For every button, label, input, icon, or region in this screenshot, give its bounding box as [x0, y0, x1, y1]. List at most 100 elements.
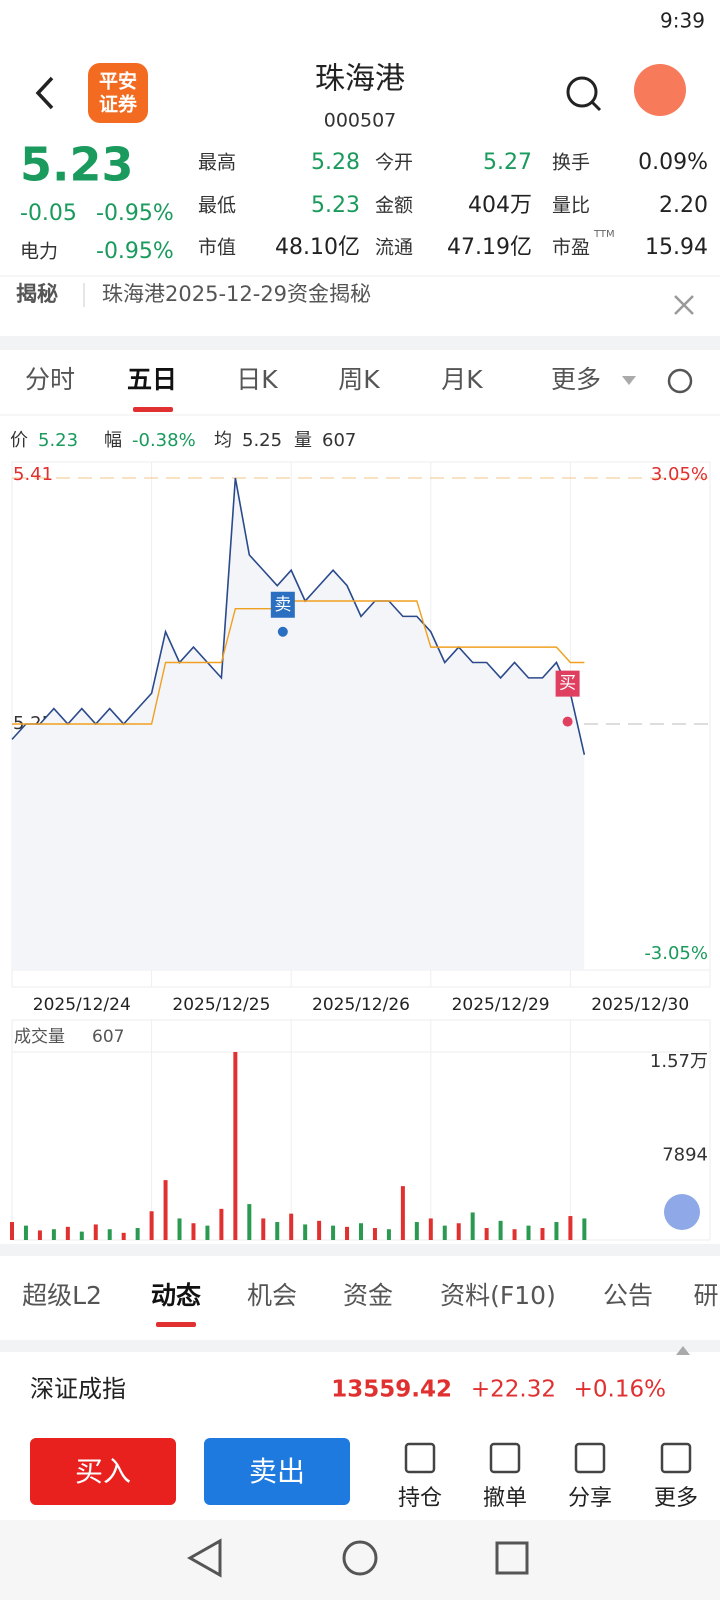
section-tab[interactable]: 研 — [693, 1281, 718, 1310]
volume-bar — [512, 1229, 517, 1240]
buy-label: 买入 — [75, 1455, 131, 1488]
tool-label[interactable]: 更多 — [654, 1486, 698, 1511]
volume-bar — [79, 1231, 84, 1240]
settings-button[interactable] — [667, 368, 693, 394]
section-tab[interactable]: 机会 — [247, 1281, 297, 1310]
chart-tab[interactable]: 更多 — [551, 365, 601, 394]
stat-value: 404万 — [468, 193, 532, 218]
notice-text[interactable]: 珠海港2025-12-29资金揭秘 — [102, 282, 371, 306]
section-tab[interactable]: 超级L2 — [22, 1281, 102, 1310]
tool-label[interactable]: 撤单 — [483, 1486, 527, 1511]
volume-bar — [414, 1222, 419, 1240]
tool-icon[interactable] — [489, 1442, 521, 1474]
volume-bar — [582, 1218, 587, 1240]
volume-bar — [386, 1229, 391, 1240]
chart-tab[interactable]: 日K — [236, 365, 278, 394]
stat-label: 市盈 — [552, 237, 590, 259]
trade-dot — [277, 626, 288, 637]
logo-text: 平安 — [99, 70, 137, 93]
clock: 9:39 — [660, 9, 705, 33]
notice-tag: 揭秘 — [16, 282, 58, 306]
volume-bar — [23, 1225, 28, 1240]
logo — [88, 63, 148, 123]
volume-bar — [135, 1228, 140, 1240]
volume-bar — [191, 1223, 196, 1240]
volume-bar — [317, 1220, 322, 1240]
x-tick-label: 2025/12/29 — [452, 995, 550, 1015]
index-name: 深证成指 — [30, 1375, 126, 1403]
section-tab[interactable]: 资金 — [343, 1281, 393, 1310]
y2-tick-label: -3.05% — [644, 943, 708, 964]
stat-label: 金额 — [375, 195, 413, 217]
volume-tick-label: 7894 — [662, 1144, 708, 1165]
nav-recent[interactable] — [495, 1541, 529, 1575]
volume-bar — [526, 1225, 531, 1240]
tab-indicator — [133, 407, 173, 412]
avatar[interactable] — [634, 64, 686, 116]
stat-value: 15.94 — [645, 235, 708, 260]
nav-bar — [0, 1520, 720, 1600]
volume-last: 607 — [92, 1027, 124, 1047]
volume-bar — [289, 1213, 294, 1240]
volume-bar — [554, 1222, 559, 1240]
volume-bar — [400, 1186, 405, 1240]
stat-label: 量比 — [552, 195, 590, 217]
volume-bar — [331, 1225, 336, 1240]
volume-bar — [121, 1232, 126, 1240]
section-tab[interactable]: 资料(F10) — [440, 1281, 556, 1310]
info-value: 5.25 — [242, 430, 282, 451]
logo-text: 证券 — [99, 93, 138, 116]
volume-bar — [163, 1180, 168, 1240]
tab-indicator — [156, 1322, 196, 1327]
tool-label[interactable]: 持仓 — [398, 1486, 442, 1511]
x-tick-label: 2025/12/24 — [33, 995, 131, 1015]
stat-sup: TTM — [593, 229, 615, 240]
back-button[interactable] — [35, 76, 54, 110]
sell-label: 卖出 — [249, 1455, 305, 1488]
volume-bar — [345, 1226, 350, 1240]
volume-bar — [233, 1052, 238, 1240]
search-button[interactable] — [566, 76, 598, 108]
volume-bar — [205, 1225, 210, 1240]
section-tab[interactable]: 公告 — [603, 1281, 653, 1310]
x-tick-label: 2025/12/25 — [172, 995, 270, 1015]
chart-tab[interactable]: 分时 — [25, 365, 75, 394]
y2-tick-label: 3.05% — [651, 464, 708, 485]
band — [0, 1340, 720, 1352]
tool-icon[interactable] — [574, 1442, 606, 1474]
info-value: 607 — [322, 430, 356, 451]
stat-label: 流通 — [375, 237, 413, 259]
band — [0, 336, 720, 350]
volume-bar — [275, 1222, 280, 1240]
trade-dot — [562, 716, 573, 727]
nav-back[interactable] — [186, 1538, 222, 1578]
trend-icon — [676, 1346, 690, 1355]
average-line — [12, 600, 585, 725]
volume-bar — [93, 1224, 98, 1240]
stat-value: 5.27 — [483, 150, 532, 175]
change: -0.05 — [20, 201, 77, 226]
stat-label: 换手 — [552, 152, 590, 174]
trade-marker — [555, 670, 580, 697]
tool-label[interactable]: 分享 — [568, 1486, 612, 1511]
close-button[interactable] — [674, 295, 694, 315]
section-tab[interactable]: 动态 — [151, 1281, 201, 1310]
tool-icon[interactable] — [404, 1442, 436, 1474]
volume-label: 成交量 — [14, 1027, 65, 1047]
volume-bar — [456, 1223, 461, 1240]
chart-tab[interactable]: 月K — [441, 365, 483, 394]
volume-bar — [10, 1222, 14, 1240]
tool-icon[interactable] — [660, 1442, 692, 1474]
x-tick-label: 2025/12/26 — [312, 995, 410, 1015]
buy-button[interactable] — [30, 1438, 176, 1505]
price-area — [12, 478, 585, 970]
price-line — [11, 477, 586, 755]
chart-tab[interactable]: 周K — [338, 365, 380, 394]
nav-home[interactable] — [342, 1540, 378, 1576]
chart-tab[interactable]: 五日 — [127, 365, 177, 394]
expand-button[interactable] — [664, 1194, 700, 1230]
sell-button[interactable] — [204, 1438, 350, 1505]
volume-bar — [498, 1220, 503, 1240]
trade-marker-text: 卖 — [274, 595, 291, 615]
